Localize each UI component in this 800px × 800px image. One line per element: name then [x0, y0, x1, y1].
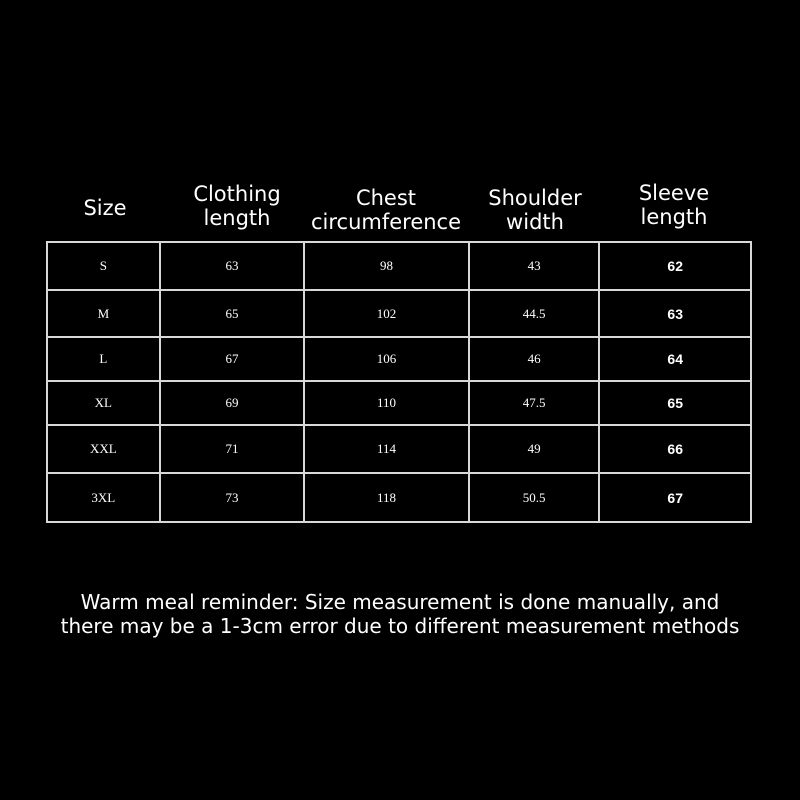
cell-chest: 98	[303, 241, 470, 291]
cell-shoulder: 47.5	[467, 380, 601, 426]
cell-sleeve: 67	[598, 472, 752, 523]
table-row: XXL 71 114 49 66	[46, 424, 752, 474]
table-row: S 63 98 43 62	[46, 241, 752, 291]
table-row: M 65 102 44.5 63	[46, 289, 752, 338]
header-text: length	[640, 205, 708, 229]
cell-size: XXL	[46, 424, 161, 474]
size-table: S 63 98 43 62 M 65 102 44.5 63 L 67 106 46 64 XL 69 110 47…	[46, 241, 752, 523]
header-text: length	[203, 206, 271, 230]
cell-size: 3XL	[46, 472, 161, 523]
cell-sleeve: 62	[598, 241, 752, 291]
cell-size: M	[46, 289, 161, 338]
cell-chest: 114	[303, 424, 470, 474]
table-row: 3XL 73 118 50.5 67	[46, 472, 752, 523]
cell-sleeve: 64	[598, 336, 752, 382]
note-line: there may be a 1-3cm error due to differ…	[60, 614, 740, 638]
cell-chest: 102	[303, 289, 470, 338]
header-text: Clothing	[193, 182, 281, 206]
note-line: Warm meal reminder: Size measurement is …	[80, 590, 720, 614]
header-shoulder-width: Shoulder width	[488, 186, 582, 234]
cell-shoulder: 50.5	[467, 472, 601, 523]
cell-chest: 110	[303, 380, 470, 426]
header-text: Shoulder	[488, 186, 582, 210]
cell-shoulder: 43	[467, 241, 601, 291]
cell-size: L	[46, 336, 161, 382]
cell-clothing-length: 65	[158, 289, 306, 338]
cell-shoulder: 44.5	[467, 289, 601, 338]
header-text: Size	[83, 196, 127, 220]
table-row: XL 69 110 47.5 65	[46, 380, 752, 426]
cell-sleeve: 66	[598, 424, 752, 474]
cell-clothing-length: 71	[158, 424, 306, 474]
cell-chest: 118	[303, 472, 470, 523]
cell-sleeve: 63	[598, 289, 752, 338]
cell-clothing-length: 69	[158, 380, 306, 426]
header-sleeve-length: Sleeve length	[639, 181, 709, 229]
header-text: circumference	[310, 210, 462, 234]
header-text: Chest	[355, 186, 417, 210]
cell-shoulder: 46	[467, 336, 601, 382]
cell-shoulder: 49	[467, 424, 601, 474]
header-size: Size	[83, 196, 126, 220]
table-row: L 67 106 46 64	[46, 336, 752, 382]
cell-clothing-length: 73	[158, 472, 306, 523]
cell-size: XL	[46, 380, 161, 426]
cell-clothing-length: 67	[158, 336, 306, 382]
header-text: width	[506, 210, 564, 234]
measurement-note: Warm meal reminder: Size measurement is …	[0, 590, 800, 638]
header-clothing-length: Clothing length	[193, 182, 280, 230]
header-chest-circumference: Chest circumference	[311, 186, 461, 234]
cell-size: S	[46, 241, 161, 291]
header-text: Sleeve	[638, 181, 710, 205]
cell-chest: 106	[303, 336, 470, 382]
cell-sleeve: 65	[598, 380, 752, 426]
cell-clothing-length: 63	[158, 241, 306, 291]
